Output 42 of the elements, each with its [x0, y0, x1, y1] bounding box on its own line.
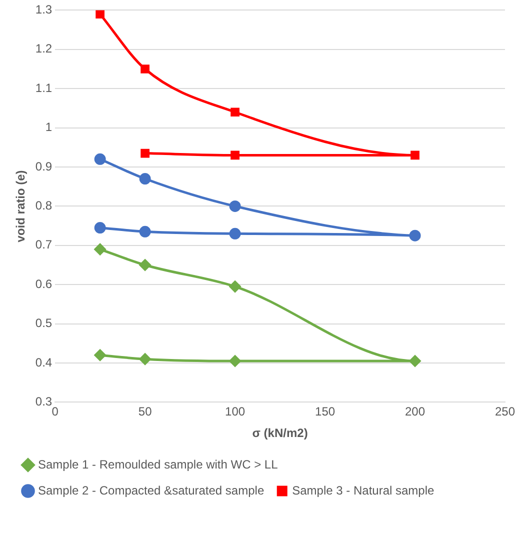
- x-tick-label: 0: [52, 404, 59, 419]
- legend-label: Sample 2 - Compacted &saturated sample: [38, 483, 264, 498]
- point: [94, 349, 106, 361]
- x-tick-label: 250: [494, 404, 516, 419]
- point: [140, 64, 150, 74]
- point: [139, 173, 151, 185]
- point: [96, 10, 105, 19]
- point: [409, 355, 421, 367]
- point: [409, 230, 421, 242]
- x-tick-label: 200: [405, 404, 426, 419]
- x-axis-title: σ (kN/m2): [252, 426, 308, 440]
- point: [94, 222, 106, 234]
- point: [230, 108, 240, 117]
- y-tick-label: 1: [45, 120, 52, 134]
- y-tick-label: 0.7: [35, 238, 52, 252]
- x-tick-label: 100: [225, 404, 246, 419]
- point: [140, 148, 150, 158]
- y-axis-title: void ratio (e): [14, 170, 28, 242]
- x-tick-label: 50: [138, 404, 152, 419]
- y-tick-label: 1.2: [35, 42, 52, 56]
- y-tick-label: 0.6: [35, 276, 52, 291]
- point: [229, 355, 241, 367]
- point: [139, 353, 151, 365]
- point: [94, 153, 106, 165]
- y-tick-label: 0.4: [35, 355, 52, 370]
- y-tick-label: 0.5: [35, 316, 52, 330]
- y-tick-label: 1.3: [35, 2, 52, 17]
- legend-label: Sample 3 - Natural sample: [292, 483, 434, 498]
- point: [229, 228, 241, 240]
- point: [139, 226, 151, 238]
- point: [139, 259, 151, 271]
- point: [229, 200, 241, 212]
- y-tick-label: 0.9: [35, 159, 52, 174]
- x-tick-label: 150: [315, 404, 336, 419]
- y-tick-label: 0.3: [35, 394, 52, 409]
- y-tick-label: 1.1: [35, 80, 52, 95]
- point: [410, 150, 420, 160]
- point: [229, 280, 241, 292]
- legend-label: Sample 1 - Remoulded sample with WC > LL: [38, 457, 278, 472]
- point: [94, 244, 106, 256]
- point: [230, 150, 240, 160]
- y-tick-label: 0.8: [35, 198, 52, 213]
